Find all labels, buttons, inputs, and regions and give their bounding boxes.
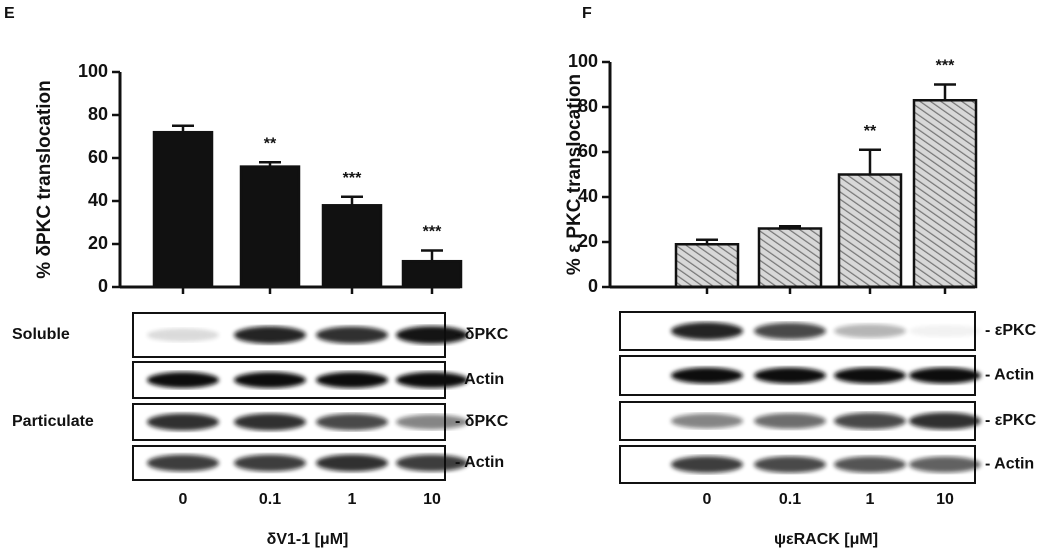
y-tick-label: 80 bbox=[88, 104, 108, 124]
significance: *** bbox=[343, 170, 362, 187]
bar bbox=[674, 243, 740, 289]
y-tick-label: 60 bbox=[578, 141, 598, 161]
y-tick-label: 40 bbox=[88, 190, 108, 210]
blot-label: - Actin bbox=[985, 367, 1034, 384]
blot-band bbox=[147, 328, 219, 342]
y-tick-label: 20 bbox=[578, 231, 598, 251]
y-tick-label: 20 bbox=[88, 233, 108, 253]
blot-label: - δPKC bbox=[455, 413, 509, 430]
blot-group-label: Soluble bbox=[12, 326, 70, 343]
blot-band bbox=[834, 456, 906, 473]
blot-band bbox=[316, 413, 388, 431]
bar bbox=[152, 130, 214, 289]
significance: *** bbox=[423, 224, 442, 241]
blot-band bbox=[834, 412, 906, 430]
blot-band bbox=[396, 326, 468, 344]
x-tick-label: 0.1 bbox=[259, 491, 281, 508]
blot-label: - εPKC bbox=[985, 412, 1037, 429]
blot-band bbox=[671, 413, 743, 429]
blot-band bbox=[909, 456, 981, 473]
y-tick-label: 100 bbox=[568, 51, 598, 71]
y-tick-label: 100 bbox=[78, 61, 108, 81]
bar bbox=[401, 259, 463, 289]
blot-label: - Actin bbox=[985, 456, 1034, 473]
blot-band bbox=[234, 372, 306, 388]
blot-band bbox=[834, 324, 906, 338]
blot-band bbox=[234, 326, 306, 344]
y-tick-label: 0 bbox=[588, 276, 598, 296]
x-tick-label: 0 bbox=[703, 491, 712, 508]
bar bbox=[321, 204, 383, 289]
y-axis-label: % δPKC translocation bbox=[34, 80, 55, 278]
x-tick-label: 1 bbox=[348, 491, 357, 508]
blot-band bbox=[754, 456, 826, 473]
x-tick-label: 10 bbox=[936, 491, 954, 508]
blot-band bbox=[147, 372, 219, 388]
x-tick-label: 0.1 bbox=[779, 491, 801, 508]
blot-label: - Actin bbox=[455, 371, 504, 388]
x-tick-label: 10 bbox=[423, 491, 441, 508]
significance: ** bbox=[864, 123, 877, 140]
blot-label: - εPKC bbox=[985, 322, 1037, 339]
blot-label: - Actin bbox=[455, 454, 504, 471]
blot-band bbox=[671, 367, 743, 384]
blot-label: - δPKC bbox=[455, 326, 509, 343]
panel-label: E bbox=[4, 5, 15, 22]
blot-band bbox=[754, 367, 826, 384]
x-tick-label: 1 bbox=[866, 491, 875, 508]
blot-band bbox=[316, 454, 388, 472]
blot-band bbox=[396, 372, 468, 388]
blot-band bbox=[234, 454, 306, 472]
blot-band bbox=[396, 414, 468, 430]
blot-band bbox=[909, 412, 981, 430]
bar bbox=[757, 227, 823, 289]
significance: *** bbox=[936, 58, 955, 75]
y-tick-label: 80 bbox=[578, 96, 598, 116]
x-axis-label: ψεRACK [μM] bbox=[774, 531, 878, 548]
blot-group-label: Particulate bbox=[12, 413, 94, 430]
blot-band bbox=[754, 322, 826, 340]
blot-band bbox=[147, 413, 219, 431]
blot-band bbox=[671, 322, 743, 340]
y-tick-label: 60 bbox=[88, 147, 108, 167]
blot-band bbox=[909, 367, 981, 384]
bar bbox=[912, 99, 978, 289]
blot-band bbox=[316, 326, 388, 344]
x-tick-label: 0 bbox=[179, 491, 188, 508]
significance: ** bbox=[264, 136, 277, 153]
blot-band bbox=[316, 372, 388, 388]
blot-band bbox=[754, 413, 826, 429]
bar bbox=[239, 165, 301, 289]
y-tick-label: 0 bbox=[98, 276, 108, 296]
blot-band bbox=[396, 454, 468, 472]
y-tick-label: 40 bbox=[578, 186, 598, 206]
blot-band bbox=[909, 324, 981, 338]
blot-band bbox=[834, 367, 906, 384]
y-axis-label: % ε PKC translocation bbox=[564, 74, 585, 275]
x-axis-label: δV1-1 [μM] bbox=[267, 531, 349, 548]
bar bbox=[837, 173, 903, 289]
panel-label: F bbox=[582, 5, 592, 22]
blot-band bbox=[671, 456, 743, 473]
blot-band bbox=[147, 454, 219, 472]
blot-band bbox=[234, 413, 306, 431]
